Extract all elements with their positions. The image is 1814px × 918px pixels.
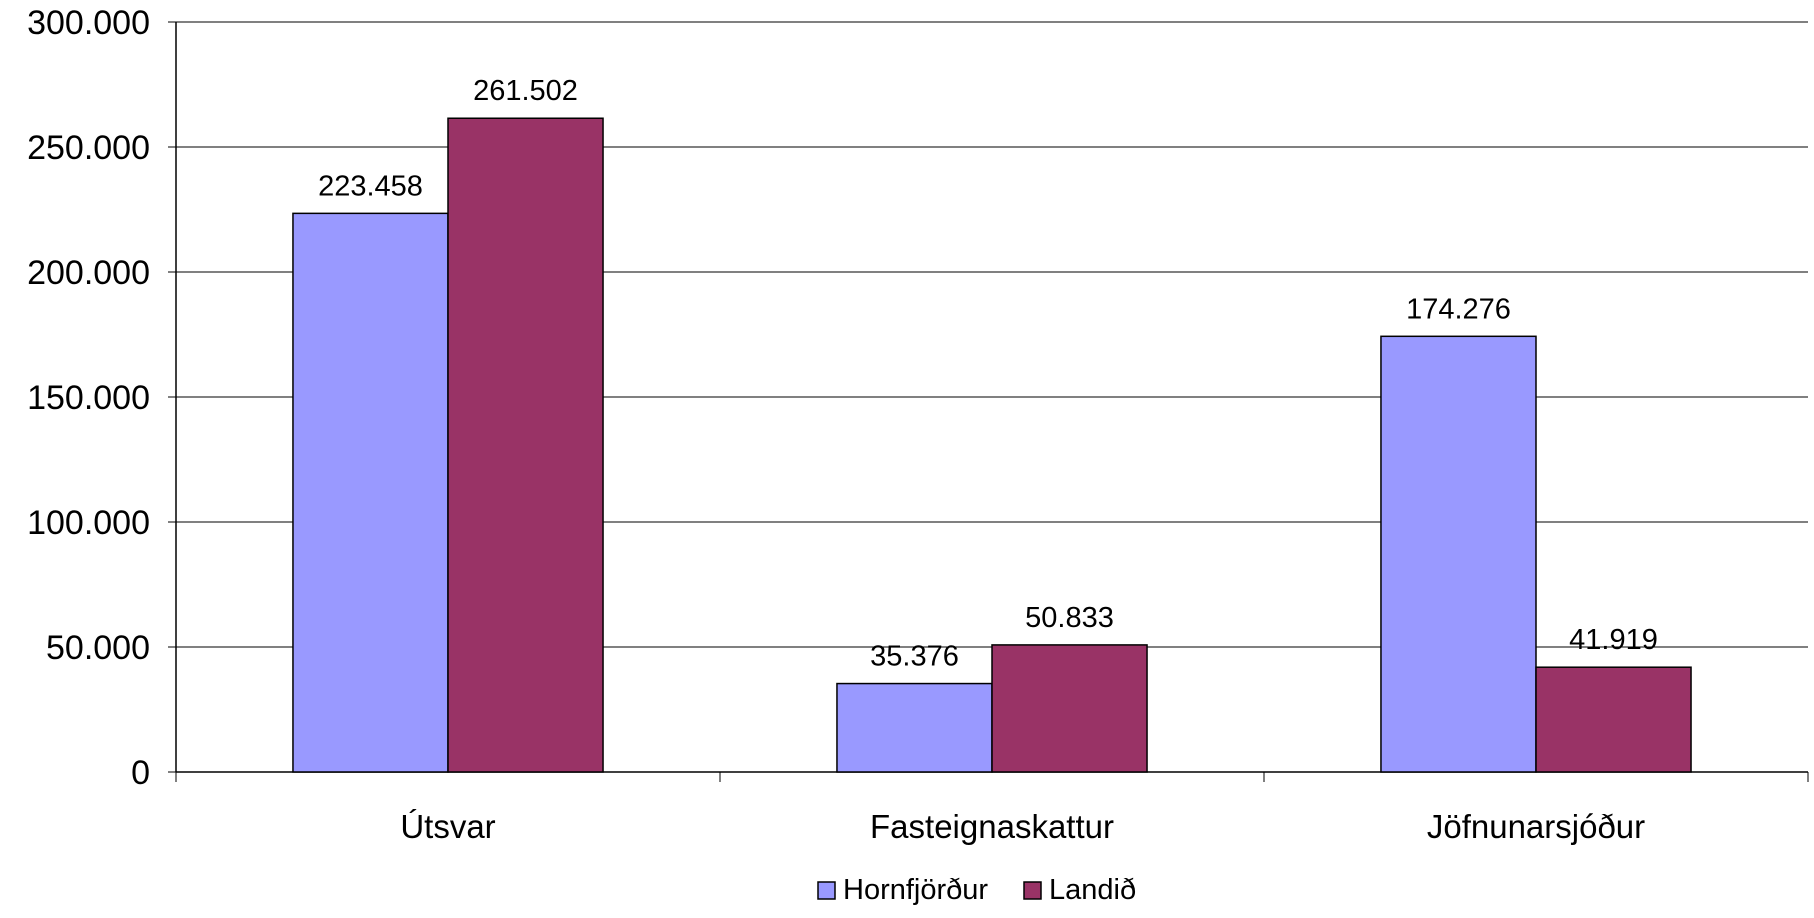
data-label: 223.458 bbox=[318, 170, 423, 202]
data-label: 41.919 bbox=[1569, 624, 1658, 656]
bar bbox=[447, 117, 604, 773]
y-tick-label: 250.000 bbox=[27, 129, 150, 167]
x-axis: Útsvar Fasteignaskattur Jöfnunarsjóður bbox=[175, 771, 1809, 845]
legend-swatch bbox=[1023, 881, 1042, 900]
bars bbox=[292, 117, 1692, 773]
data-label: 261.502 bbox=[473, 75, 578, 107]
y-tick-label: 150.000 bbox=[27, 379, 150, 417]
data-label: 50.833 bbox=[1025, 602, 1114, 634]
data-label: 35.376 bbox=[870, 641, 959, 673]
legend-label: Hornfjörður bbox=[843, 874, 988, 906]
bar bbox=[1535, 666, 1692, 773]
bar bbox=[1380, 335, 1537, 773]
y-tick-label: 50.000 bbox=[46, 629, 150, 667]
data-labels: 223.458 261.502 35.376 50.833 174.276 41.919 bbox=[318, 75, 1658, 672]
y-tick-label: 100.000 bbox=[27, 504, 150, 542]
category-label: Fasteignaskattur bbox=[870, 808, 1114, 845]
y-tick-label: 300.000 bbox=[27, 4, 150, 42]
bar bbox=[991, 644, 1148, 773]
bar bbox=[292, 212, 449, 773]
bar bbox=[836, 682, 993, 773]
data-label: 174.276 bbox=[1406, 293, 1511, 325]
legend: Hornfjörður Landið bbox=[817, 874, 1136, 906]
category-label: Jöfnunarsjóður bbox=[1427, 808, 1645, 845]
y-axis: 0 50.000 100.000 150.000 200.000 250.000 300.0… bbox=[27, 4, 177, 792]
legend-swatch bbox=[817, 881, 836, 900]
legend-label: Landið bbox=[1049, 874, 1136, 906]
category-label: Útsvar bbox=[400, 808, 495, 845]
y-tick-label: 0 bbox=[131, 754, 150, 792]
y-tick-label: 200.000 bbox=[27, 254, 150, 292]
